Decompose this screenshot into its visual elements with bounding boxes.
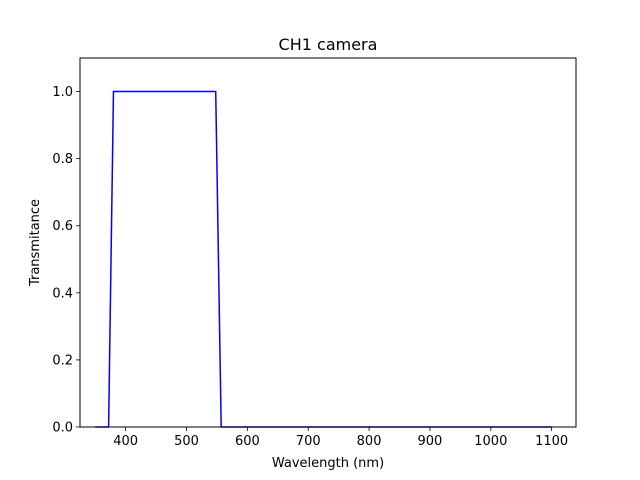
x-tick-label: 900	[418, 434, 443, 449]
chart-title: CH1 camera	[279, 35, 378, 54]
y-tick-label: 0.6	[52, 219, 73, 234]
plot-frame	[79, 57, 577, 428]
y-tick-label: 0.2	[52, 353, 73, 368]
x-tick-label: 400	[113, 434, 138, 449]
x-axis-label: Wavelength (nm)	[272, 456, 384, 471]
series-line-0	[95, 90, 552, 428]
y-tick-label: 1.0	[52, 85, 73, 100]
x-tick-label: 700	[296, 434, 321, 449]
y-tick-label: 0.0	[52, 421, 73, 436]
y-tick-label: 0.4	[52, 286, 73, 301]
y-axis-label: Transmitance	[28, 199, 43, 287]
x-tick-label: 1100	[535, 434, 568, 449]
y-tick-label: 0.8	[52, 152, 73, 167]
y-axis-ticks: 0.0 0.2 0.4 0.6 0.8 1.0	[52, 85, 80, 436]
x-tick-label: 1000	[474, 434, 507, 449]
plot-series	[95, 90, 552, 428]
x-tick-label: 600	[235, 434, 260, 449]
x-tick-label: 800	[357, 434, 382, 449]
x-tick-label: 500	[174, 434, 199, 449]
x-axis-ticks: 400 500 600 700 800 900 1000 1100	[113, 427, 568, 449]
